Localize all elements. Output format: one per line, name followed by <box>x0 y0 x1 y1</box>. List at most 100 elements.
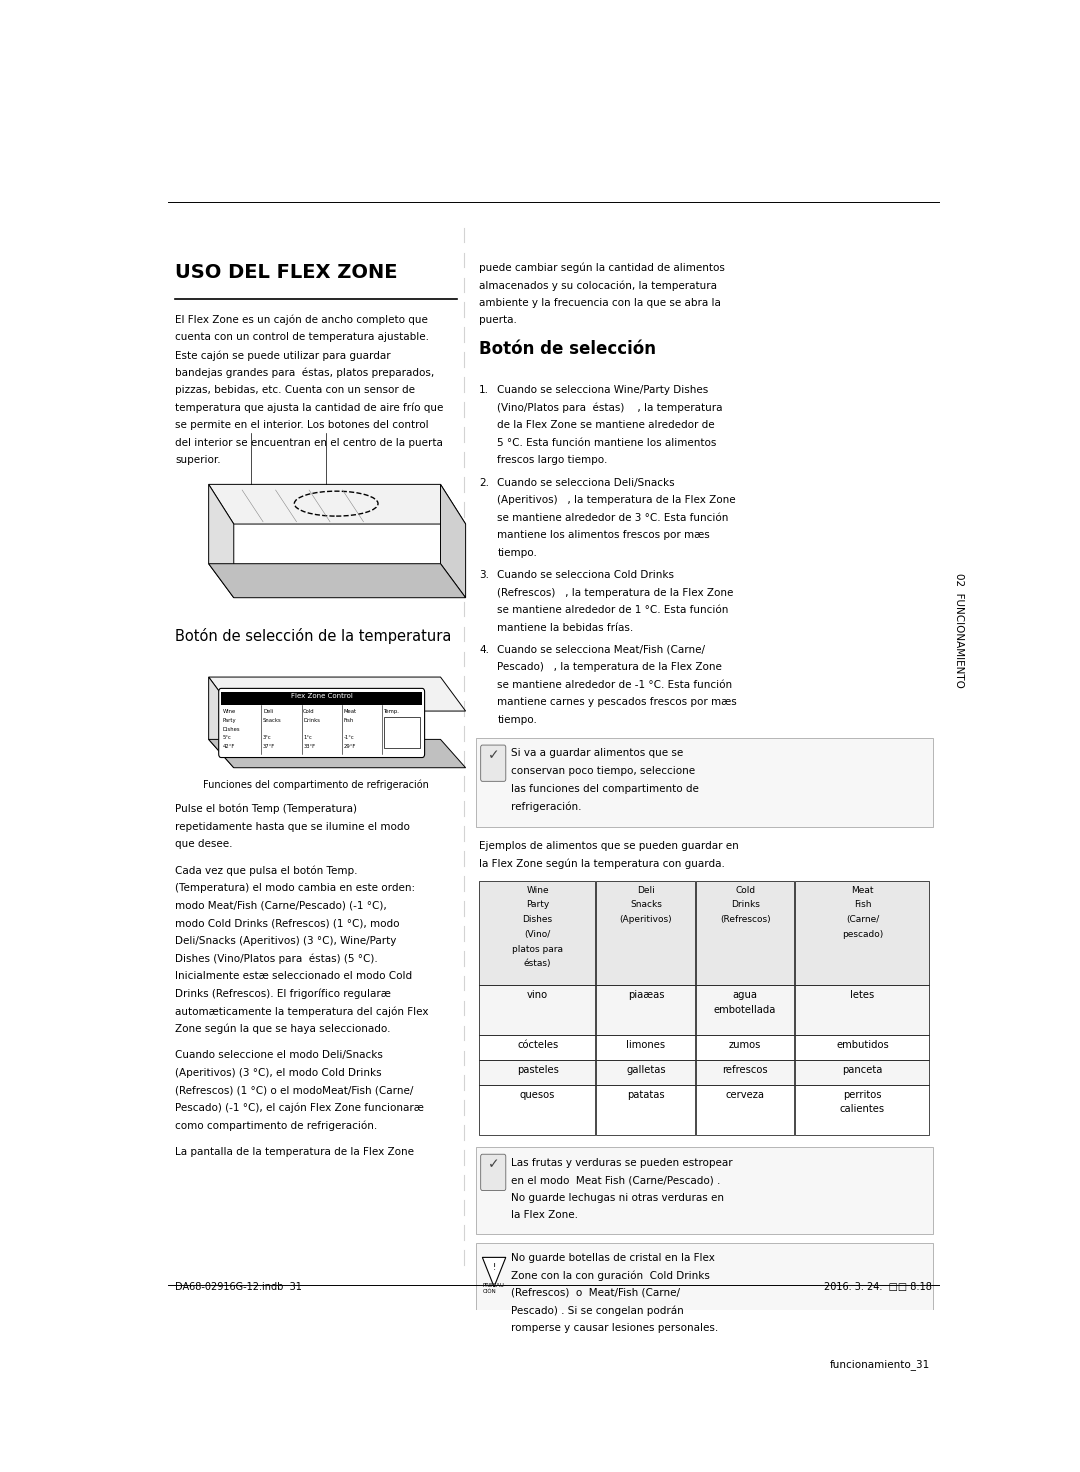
FancyBboxPatch shape <box>596 1085 694 1135</box>
Text: No guarde botellas de cristal en la Flex: No guarde botellas de cristal en la Flex <box>511 1253 715 1263</box>
Text: cócteles: cócteles <box>517 1039 558 1050</box>
Polygon shape <box>208 677 233 768</box>
Text: 02  FUNCIONAMIENTO: 02 FUNCIONAMIENTO <box>954 573 963 687</box>
Text: ✓: ✓ <box>487 748 499 762</box>
Text: Wine: Wine <box>222 710 237 714</box>
Text: agua: agua <box>732 989 758 999</box>
Text: funcionamiento_31: funcionamiento_31 <box>829 1359 930 1370</box>
Polygon shape <box>208 484 233 598</box>
Text: zumos: zumos <box>729 1039 761 1050</box>
Text: éstas): éstas) <box>524 960 552 969</box>
Text: ✓: ✓ <box>487 1157 499 1172</box>
Text: (Refrescos)  o  Meat/Fish (Carne/: (Refrescos) o Meat/Fish (Carne/ <box>511 1288 679 1298</box>
Text: 2.: 2. <box>480 477 489 487</box>
Text: 3°c: 3°c <box>264 735 272 740</box>
Text: tiempo.: tiempo. <box>498 715 537 726</box>
FancyBboxPatch shape <box>696 1035 794 1060</box>
Text: la Flex Zone.: la Flex Zone. <box>511 1210 578 1220</box>
Text: superior.: superior. <box>175 455 220 465</box>
FancyBboxPatch shape <box>383 717 419 748</box>
Text: Botón de selección: Botón de selección <box>480 340 656 358</box>
Text: de la Flex Zone se mantiene alrededor de: de la Flex Zone se mantiene alrededor de <box>498 421 715 430</box>
FancyBboxPatch shape <box>696 1060 794 1085</box>
Text: Botón de selección de la temperatura: Botón de selección de la temperatura <box>175 629 451 645</box>
Text: refrigeración.: refrigeración. <box>511 801 581 811</box>
FancyBboxPatch shape <box>696 1085 794 1135</box>
Text: Party: Party <box>222 718 237 723</box>
Text: (Vino/Platos para  éstas)    , la temperatura: (Vino/Platos para éstas) , la temperatur… <box>498 403 723 414</box>
Text: 3.: 3. <box>480 570 489 580</box>
Text: piaæas: piaæas <box>627 989 664 999</box>
Text: puerta.: puerta. <box>480 315 517 325</box>
Text: Este cajón se puede utilizar para guardar: Este cajón se puede utilizar para guarda… <box>175 350 391 361</box>
Text: Dishes: Dishes <box>523 916 553 924</box>
Text: PRECAU-
CIÓN: PRECAU- CIÓN <box>483 1284 507 1294</box>
Text: embotellada: embotellada <box>714 1004 777 1014</box>
Text: Fish: Fish <box>853 901 872 910</box>
FancyBboxPatch shape <box>476 739 933 827</box>
Text: 29°F: 29°F <box>343 743 355 749</box>
FancyBboxPatch shape <box>480 985 595 1035</box>
Text: Wine: Wine <box>526 886 549 895</box>
Text: Cuando se selecciona Meat/Fish (Carne/: Cuando se selecciona Meat/Fish (Carne/ <box>498 645 705 655</box>
Text: !: ! <box>492 1263 496 1272</box>
FancyBboxPatch shape <box>480 1060 595 1085</box>
Text: refrescos: refrescos <box>723 1064 768 1075</box>
Text: modo Meat/Fish (Carne/Pescado) (-1 °C),: modo Meat/Fish (Carne/Pescado) (-1 °C), <box>175 901 387 911</box>
Text: embutidos: embutidos <box>836 1039 889 1050</box>
Text: vino: vino <box>527 989 549 999</box>
Text: en el modo  Meat Fish (Carne/Pescado) .: en el modo Meat Fish (Carne/Pescado) . <box>511 1175 720 1185</box>
Text: 42°F: 42°F <box>222 743 235 749</box>
Text: repetidamente hasta que se ilumine el modo: repetidamente hasta que se ilumine el mo… <box>175 821 410 832</box>
Text: Snacks: Snacks <box>264 718 282 723</box>
Polygon shape <box>208 739 465 768</box>
Text: (Temperatura) el modo cambia en este orden:: (Temperatura) el modo cambia en este ord… <box>175 883 416 894</box>
Text: Pescado) . Si se congelan podrán: Pescado) . Si se congelan podrán <box>511 1306 684 1316</box>
Text: se mantiene alrededor de 1 °C. Esta función: se mantiene alrededor de 1 °C. Esta func… <box>498 605 729 615</box>
Polygon shape <box>208 677 465 711</box>
Text: cuenta con un control de temperatura ajustable.: cuenta con un control de temperatura aju… <box>175 333 429 343</box>
Polygon shape <box>208 564 465 598</box>
Text: ambiente y la frecuencia con la que se abra la: ambiente y la frecuencia con la que se a… <box>480 297 720 308</box>
Text: del interior se encuentran en el centro de la puerta: del interior se encuentran en el centro … <box>175 437 443 447</box>
Text: las funciones del compartimento de: las funciones del compartimento de <box>511 783 699 793</box>
Text: Deli: Deli <box>264 710 273 714</box>
Text: Funciones del compartimento de refrigeración: Funciones del compartimento de refrigera… <box>203 779 429 789</box>
Text: (Refrescos)   , la temperatura de la Flex Zone: (Refrescos) , la temperatura de la Flex … <box>498 587 733 598</box>
Text: Cold: Cold <box>735 886 755 895</box>
Text: panceta: panceta <box>842 1064 882 1075</box>
Text: Zone con la con guración  Cold Drinks: Zone con la con guración Cold Drinks <box>511 1270 710 1281</box>
Text: Meat: Meat <box>343 710 356 714</box>
Text: Temp.: Temp. <box>383 710 400 714</box>
Text: Cold: Cold <box>303 710 315 714</box>
Text: (Aperitivos)   , la temperatura de la Flex Zone: (Aperitivos) , la temperatura de la Flex… <box>498 495 737 505</box>
Text: la Flex Zone según la temperatura con guarda.: la Flex Zone según la temperatura con gu… <box>480 860 725 870</box>
Text: 1.: 1. <box>480 386 489 394</box>
Text: -1°c: -1°c <box>343 735 354 740</box>
FancyBboxPatch shape <box>795 1085 929 1135</box>
Text: tiempo.: tiempo. <box>498 548 537 558</box>
Text: Inicialmente estæ seleccionado el modo Cold: Inicialmente estæ seleccionado el modo C… <box>175 972 413 980</box>
Text: Zone según la que se haya seleccionado.: Zone según la que se haya seleccionado. <box>175 1023 391 1035</box>
FancyBboxPatch shape <box>596 985 694 1035</box>
Text: (Refrescos) (1 °C) o el modoMeat/Fish (Carne/: (Refrescos) (1 °C) o el modoMeat/Fish (C… <box>175 1085 414 1095</box>
Text: Party: Party <box>526 901 550 910</box>
Text: puede cambiar según la cantidad de alimentos: puede cambiar según la cantidad de alime… <box>480 263 725 274</box>
Text: automæticamente la temperatura del cajón Flex: automæticamente la temperatura del cajón… <box>175 1005 429 1017</box>
Text: Deli/Snacks (Aperitivos) (3 °C), Wine/Party: Deli/Snacks (Aperitivos) (3 °C), Wine/Pa… <box>175 936 396 946</box>
Text: Dishes: Dishes <box>222 727 241 732</box>
Text: mantiene carnes y pescados frescos por mæs: mantiene carnes y pescados frescos por m… <box>498 698 738 708</box>
FancyBboxPatch shape <box>218 689 424 758</box>
Text: 5°c: 5°c <box>222 735 232 740</box>
Text: Deli: Deli <box>637 886 654 895</box>
FancyBboxPatch shape <box>480 1085 595 1135</box>
Text: Cuando se selecciona Deli/Snacks: Cuando se selecciona Deli/Snacks <box>498 477 675 487</box>
Text: Si va a guardar alimentos que se: Si va a guardar alimentos que se <box>511 748 683 758</box>
Text: como compartimento de refrigeración.: como compartimento de refrigeración. <box>175 1120 377 1130</box>
FancyBboxPatch shape <box>480 882 595 985</box>
Polygon shape <box>208 484 465 524</box>
Text: Pescado) (-1 °C), el cajón Flex Zone funcionaræ: Pescado) (-1 °C), el cajón Flex Zone fun… <box>175 1103 424 1113</box>
Text: mantiene los alimentos frescos por mæs: mantiene los alimentos frescos por mæs <box>498 530 711 540</box>
Text: El Flex Zone es un cajón de ancho completo que: El Flex Zone es un cajón de ancho comple… <box>175 315 428 325</box>
Text: Pulse el botón Temp (Temperatura): Pulse el botón Temp (Temperatura) <box>175 804 357 814</box>
